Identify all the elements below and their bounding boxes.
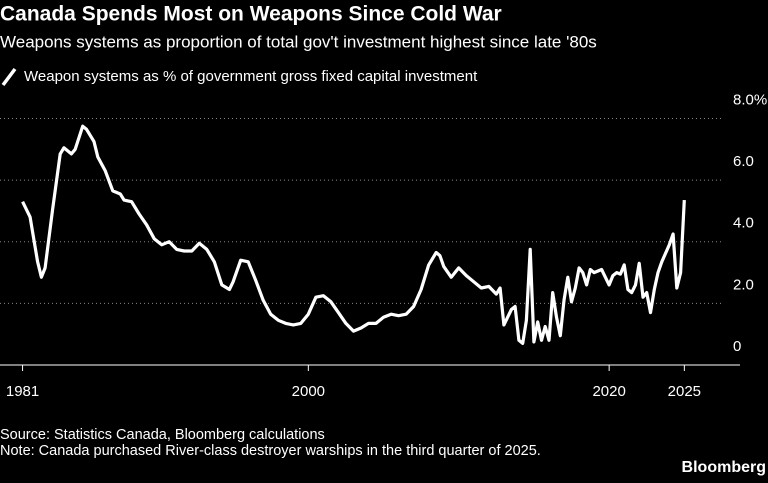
- line-series: [21, 124, 686, 345]
- chart-title: Canada Spends Most on Weapons Since Cold…: [0, 3, 502, 26]
- note: Note: Canada purchased River-class destr…: [0, 443, 541, 459]
- x-tick-label: 2000: [292, 383, 325, 400]
- y-tick-label: 8.0%: [733, 91, 767, 108]
- brand: Bloomberg: [682, 459, 766, 476]
- note-box: Note: Canada purchased River-class destr…: [0, 443, 541, 459]
- source: Source: Statistics Canada, Bloomberg cal…: [0, 427, 325, 443]
- x-tick-label: 2025: [668, 383, 701, 400]
- legend-label: Weapon systems as % of government gross …: [24, 68, 478, 85]
- legend-swatch: [1, 67, 17, 87]
- x-tick-label: 2020: [592, 383, 625, 400]
- chart-subtitle: Weapons systems as proportion of total g…: [0, 32, 597, 51]
- y-tick-label: 4.0: [733, 215, 754, 232]
- x-tick-label: 1981: [6, 383, 39, 400]
- y-tick-label: 6.0: [733, 153, 754, 170]
- y-tick-label: 0: [733, 338, 741, 355]
- y-tick-label: 2.0: [733, 276, 754, 293]
